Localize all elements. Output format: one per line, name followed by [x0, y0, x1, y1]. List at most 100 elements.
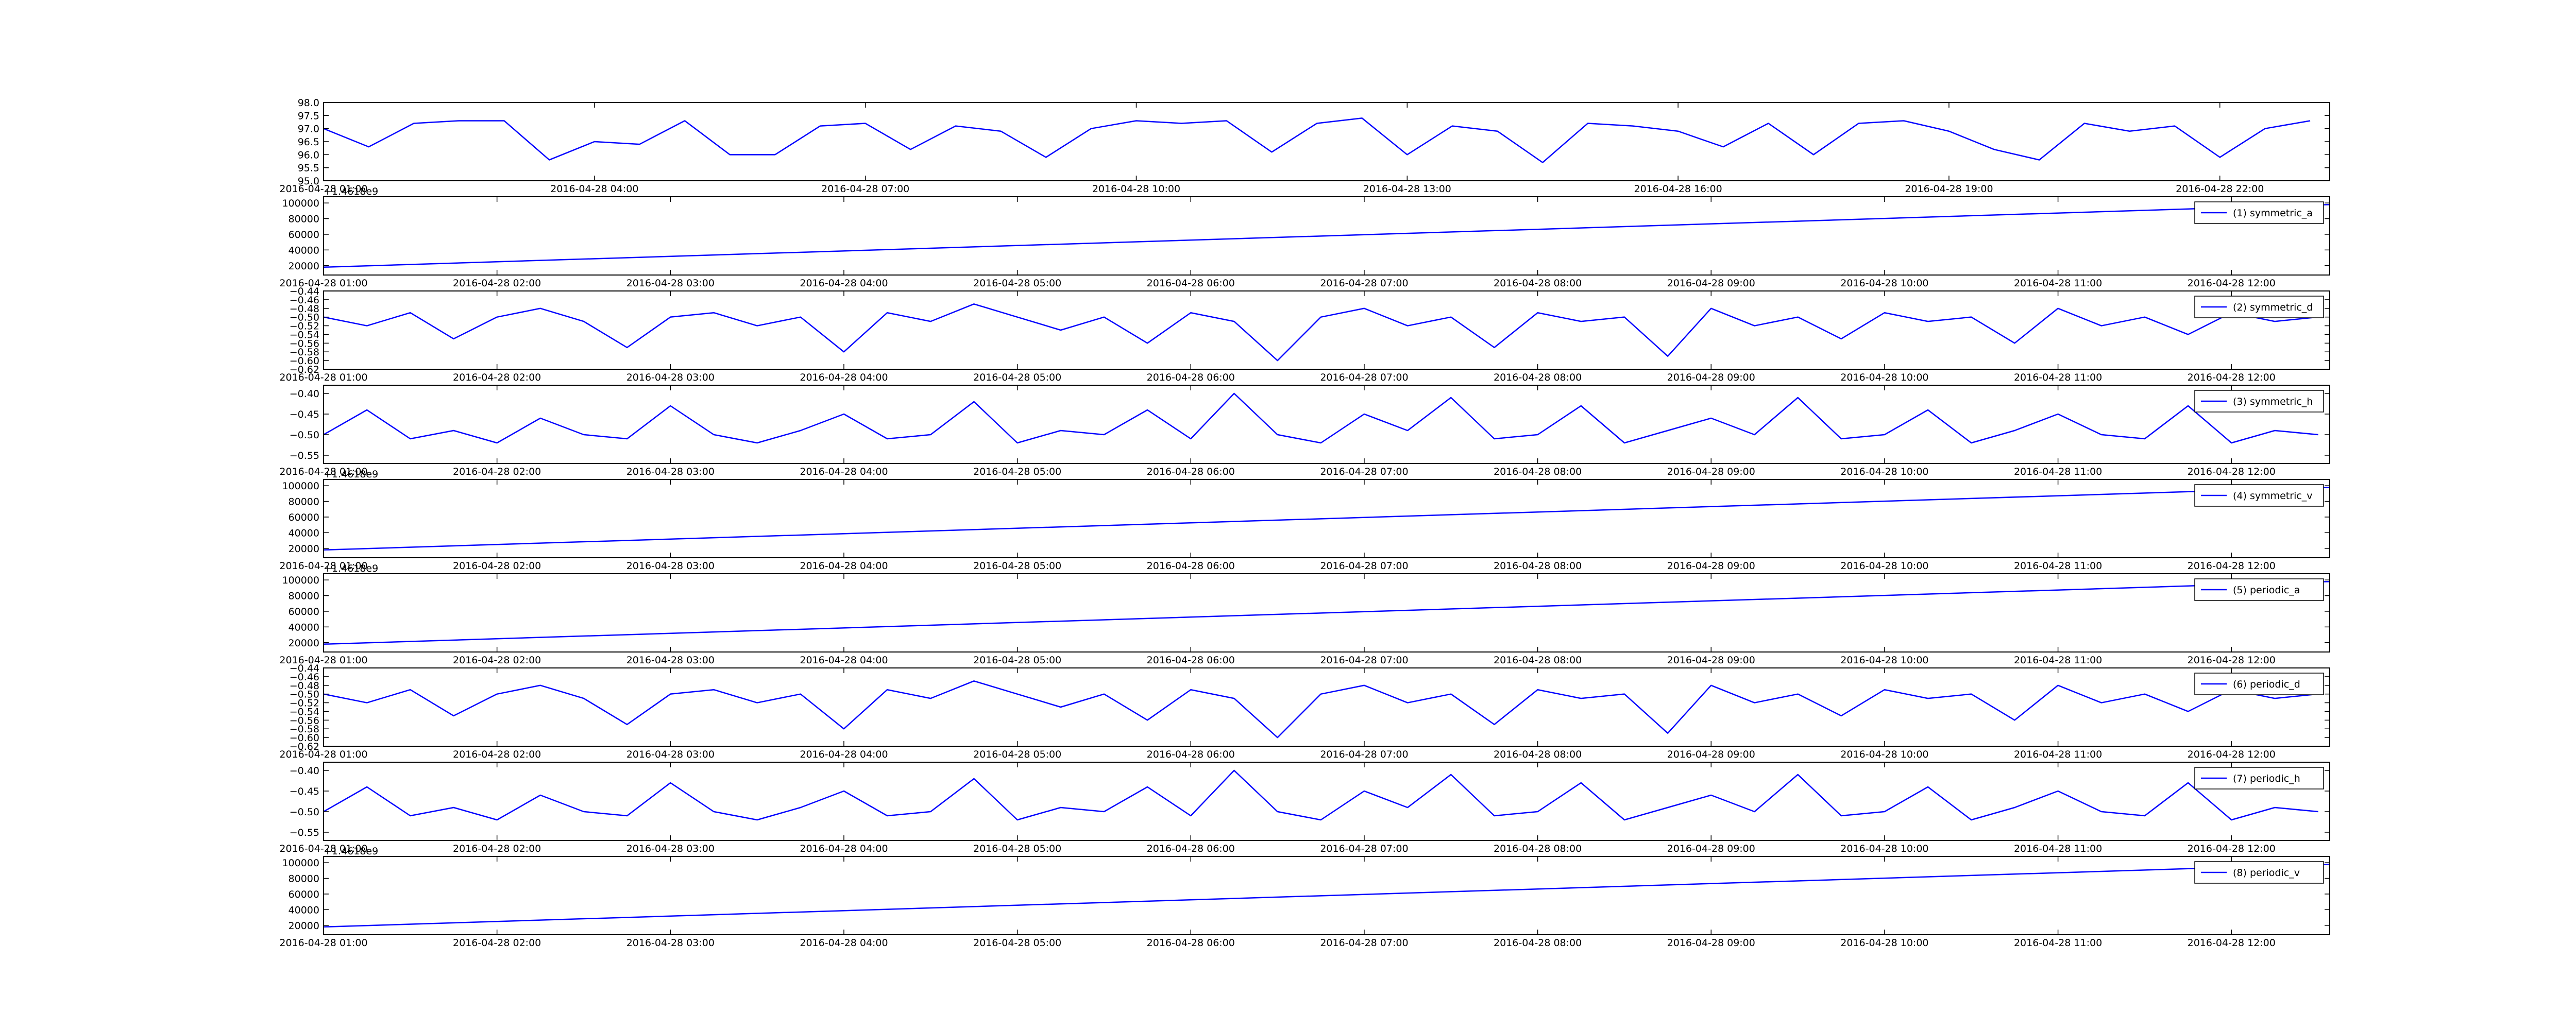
axes-frame [323, 290, 2330, 370]
subplot: 20000 40000 60000 80000 100000 2016-04-28 01:… [279, 846, 2330, 949]
x-tick-label: 2016-04-28 08:00 [1494, 843, 1582, 854]
y-tick-label: −0.58 [290, 724, 319, 735]
y-tick-label: 100000 [282, 198, 319, 209]
x-tick-label: 2016-04-28 07:00 [1320, 843, 1408, 854]
subplot: 95.0 95.5 96.096.597.0 97.598.0 2016-04-28 0… [279, 97, 2330, 195]
x-tick-label: 2016-04-28 12:00 [2188, 655, 2276, 666]
x-tick-label: 2016-04-28 02:00 [453, 372, 541, 383]
legend: (1) symmetric_a [2194, 201, 2324, 224]
legend-label: (3) symmetric_h [2233, 396, 2313, 407]
x-tick-label: 2016-04-28 04:00 [800, 843, 888, 854]
data-line [324, 769, 2318, 821]
x-tick-label: 2016-04-28 09:00 [1667, 843, 1755, 854]
x-tick-label: 2016-04-28 11:00 [2014, 655, 2102, 666]
x-tick-label: 2016-04-28 07:00 [1320, 937, 1408, 949]
x-tick-label: 2016-04-28 04:00 [800, 560, 888, 572]
legend: (3) symmetric_h [2194, 390, 2324, 413]
data-line [324, 203, 2330, 268]
legend-label: (1) symmetric_a [2233, 208, 2313, 219]
y-tick-label: 95.0 [298, 176, 319, 187]
x-tick-label: 2016-04-28 08:00 [1494, 560, 1582, 572]
x-tick-label: 2016-04-28 09:00 [1667, 560, 1755, 572]
x-tick-label: 2016-04-28 02:00 [453, 843, 541, 854]
y-tick-label: 40000 [289, 904, 319, 916]
x-tick-label: 2016-04-28 05:00 [973, 843, 1061, 854]
y-tick-label: 96.0 [298, 149, 319, 161]
x-tick-label: 2016-04-28 09:00 [1667, 466, 1755, 477]
legend: (5) periodic_a [2194, 578, 2324, 601]
x-tick-label: 2016-04-28 09:00 [1667, 749, 1755, 760]
x-tick-label: 2016-04-28 11:00 [2014, 466, 2102, 477]
x-tick-label: 2016-04-28 03:00 [626, 655, 715, 666]
x-tick-label: 2016-04-28 05:00 [973, 278, 1061, 289]
offset-text: +1.4618e9 [324, 186, 378, 197]
y-tick-label: 96.5 [298, 136, 319, 148]
x-tick-label: 2016-04-28 07:00 [1320, 655, 1408, 666]
x-tick-label: 2016-04-28 08:00 [1494, 372, 1582, 383]
x-tick-label: 2016-04-28 05:00 [973, 372, 1061, 383]
x-tick-label: 2016-04-28 06:00 [1147, 749, 1235, 760]
x-tick-label: 2016-04-28 06:00 [1147, 937, 1235, 949]
y-tick-label: −0.56 [290, 338, 319, 349]
x-tick-label: 2016-04-28 01:00 [279, 655, 367, 666]
legend-label: (4) symmetric_v [2233, 490, 2313, 502]
x-tick-label: 2016-04-28 02:00 [453, 466, 541, 477]
axes-frame [323, 479, 2330, 558]
x-tick-label: 2016-04-28 10:00 [1840, 843, 1928, 854]
x-tick-label: 2016-04-28 11:00 [2014, 937, 2102, 949]
x-tick-label: 2016-04-28 08:00 [1494, 749, 1582, 760]
x-tick-label: 2016-04-28 08:00 [1494, 466, 1582, 477]
x-tick-label: 2016-04-28 10:00 [1840, 372, 1928, 383]
y-tick-label: 97.5 [298, 110, 319, 122]
x-tick-label: 2016-04-28 01:00 [279, 560, 367, 572]
axes-frame [323, 856, 2330, 935]
data-line [324, 680, 2318, 739]
x-tick-label: 2016-04-28 03:00 [626, 466, 715, 477]
x-tick-label: 2016-04-28 12:00 [2188, 560, 2276, 572]
x-tick-label: 2016-04-28 07:00 [1320, 278, 1408, 289]
plot-area [324, 486, 2330, 551]
x-tick-label: 2016-04-28 03:00 [626, 843, 715, 854]
y-tick-label: −0.54 [290, 706, 319, 717]
x-tick-label: 2016-04-28 01:00 [279, 466, 367, 477]
x-tick-label: 2016-04-28 11:00 [2014, 749, 2102, 760]
x-tick-label: 2016-04-28 10:00 [1092, 183, 1180, 195]
y-tick-label: 97.0 [298, 124, 319, 135]
data-line [324, 863, 2330, 928]
x-tick-label: 2016-04-28 10:00 [1840, 560, 1928, 572]
x-tick-label: 2016-04-28 10:00 [1840, 278, 1928, 289]
y-tick-label: −0.46 [290, 672, 319, 683]
x-tick-label: 2016-04-28 06:00 [1147, 372, 1235, 383]
x-tick-label: 2016-04-28 02:00 [453, 749, 541, 760]
plot-area [324, 203, 2330, 268]
legend: (7) periodic_h [2194, 767, 2324, 789]
y-tick-label: −0.50 [290, 806, 319, 818]
x-tick-label: 2016-04-28 03:00 [626, 560, 715, 572]
x-tick-label: 2016-04-28 08:00 [1494, 937, 1582, 949]
subplot: −0.55 −0.50 −0.45 −0.40 2016-04-28 01:00 2016… [279, 385, 2330, 477]
x-tick-label: 2016-04-28 08:00 [1494, 655, 1582, 666]
plot-area [324, 580, 2330, 645]
x-tick-label: 2016-04-28 04:00 [800, 278, 888, 289]
x-tick-label: 2016-04-28 02:00 [453, 655, 541, 666]
x-tick-label: 2016-04-28 02:00 [453, 278, 541, 289]
x-tick-label: 2016-04-28 06:00 [1147, 466, 1235, 477]
x-tick-label: 2016-04-28 11:00 [2014, 560, 2102, 572]
y-tick-label: 100000 [282, 857, 319, 869]
offset-text: +1.4618e9 [324, 846, 378, 857]
legend: (6) periodic_d [2194, 673, 2324, 695]
x-tick-label: 2016-04-28 05:00 [973, 749, 1061, 760]
y-tick-label: −0.52 [290, 321, 319, 332]
x-tick-label: 2016-04-28 09:00 [1667, 278, 1755, 289]
legend-label: (5) periodic_a [2233, 585, 2300, 596]
y-tick-label: −0.55 [290, 827, 319, 838]
x-tick-label: 2016-04-28 13:00 [1363, 183, 1451, 195]
plot-area [324, 769, 2318, 821]
x-tick-label: 2016-04-28 02:00 [453, 560, 541, 572]
x-tick-label: 2016-04-28 12:00 [2188, 749, 2276, 760]
x-tick-label: 2016-04-28 01:00 [279, 749, 367, 760]
axes-frame [323, 573, 2330, 653]
y-tick-label: 60000 [289, 512, 319, 523]
y-tick-label: 80000 [289, 496, 319, 508]
x-tick-label: 2016-04-28 07:00 [1320, 466, 1408, 477]
